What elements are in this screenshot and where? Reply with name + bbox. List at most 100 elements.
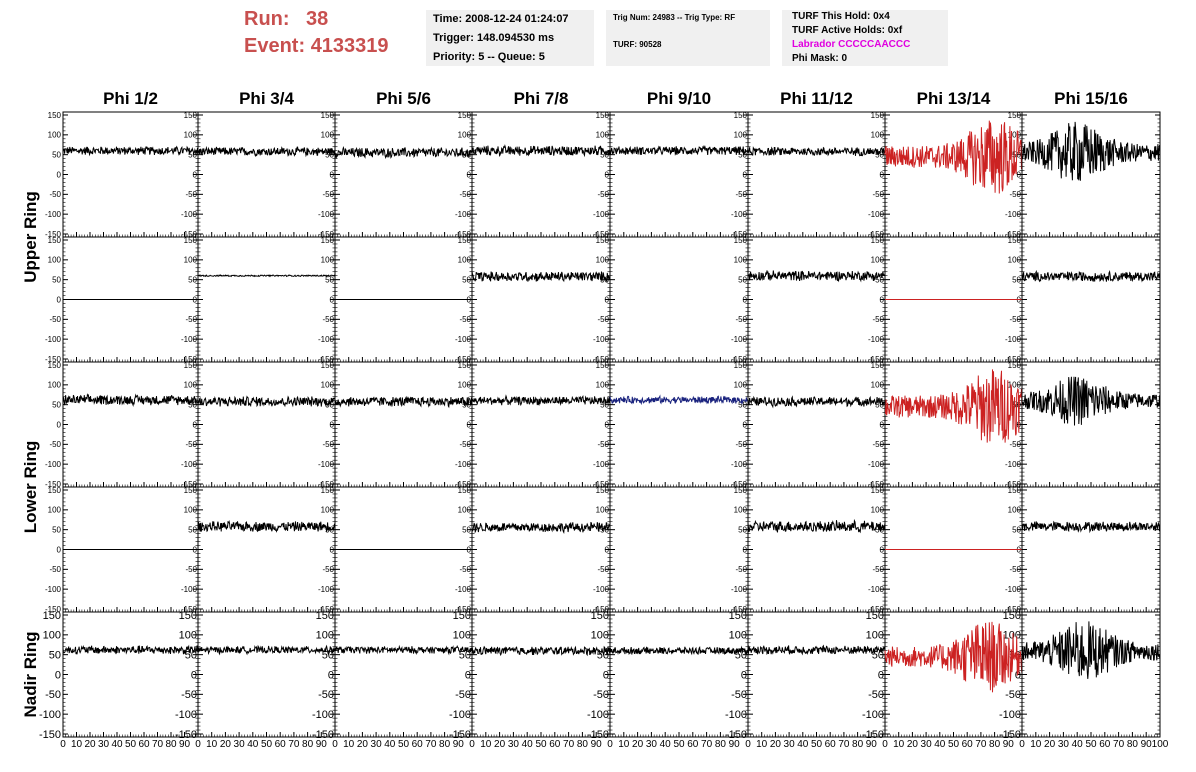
panel-frame <box>1021 361 1161 488</box>
y-tick-label: 150 <box>179 610 197 622</box>
y-tick-label: -150 <box>731 230 748 239</box>
y-tick-label: -100 <box>39 709 61 721</box>
y-tick-label: -100 <box>593 585 610 594</box>
y-tick-label: 50 <box>325 400 334 409</box>
run-event-box: Run: 38 Event: 4133319 <box>244 6 420 66</box>
y-tick-label: 100 <box>596 131 610 140</box>
y-tick-label: -150 <box>181 355 198 364</box>
waveform-trace <box>334 146 473 160</box>
waveform-trace <box>884 369 1023 443</box>
y-tick-label: 100 <box>596 256 610 265</box>
y-tick-label: 50 <box>459 650 471 662</box>
y-tick-label: 50 <box>600 400 609 409</box>
y-tick-label: -50 <box>459 565 471 574</box>
y-tick-label: -50 <box>735 315 747 324</box>
y-tick-label: 150 <box>871 236 885 245</box>
y-tick-label: -150 <box>455 230 472 239</box>
waveform-trace <box>609 144 749 156</box>
panel-frame <box>471 111 611 238</box>
y-tick-label: 100 <box>453 630 471 642</box>
y-tick-label: -50 <box>45 689 61 701</box>
y-tick-label: -100 <box>1005 460 1022 469</box>
y-tick-label: 100 <box>321 131 335 140</box>
y-tick-label: 100 <box>48 131 62 140</box>
y-tick-label: -150 <box>175 729 197 741</box>
waveform-trace <box>471 144 611 158</box>
y-tick-label: 150 <box>1008 486 1022 495</box>
y-tick-label: 100 <box>596 506 610 515</box>
panel-frame <box>471 236 611 363</box>
column-header: Phi 11/12 <box>780 89 853 108</box>
y-tick-label: 100 <box>48 256 62 265</box>
y-tick-label: 50 <box>875 400 884 409</box>
y-tick-label: -100 <box>181 460 198 469</box>
y-tick-label: 50 <box>188 525 197 534</box>
y-tick-label: 0 <box>467 420 472 429</box>
turf-info-box: TURF This Hold: 0x4 TURF Active Holds: 0… <box>782 10 948 66</box>
y-tick-label: -150 <box>731 480 748 489</box>
y-tick-label: 150 <box>184 486 198 495</box>
y-tick-label: 150 <box>1008 361 1022 370</box>
panel-frame <box>334 361 473 488</box>
y-tick-label: 150 <box>591 610 609 622</box>
waveform-trace <box>1021 520 1161 534</box>
y-tick-label: 50 <box>738 150 747 159</box>
y-tick-label: 100 <box>458 256 472 265</box>
y-tick-label: 100 <box>734 381 748 390</box>
waveform-trace <box>197 395 336 408</box>
y-tick-label: -50 <box>185 565 197 574</box>
y-tick-label: -150 <box>181 230 198 239</box>
y-tick-label: 100 <box>734 256 748 265</box>
waveform-trace <box>197 145 336 158</box>
y-tick-label: 50 <box>462 275 471 284</box>
y-tick-label: 0 <box>57 295 62 304</box>
panel-frame <box>747 111 886 238</box>
panel-frame <box>609 361 749 488</box>
y-tick-label: 50 <box>52 275 61 284</box>
y-tick-label: 50 <box>738 400 747 409</box>
y-tick-label: -50 <box>322 440 334 449</box>
y-tick-label: 100 <box>591 630 609 642</box>
y-tick-label: 0 <box>605 295 610 304</box>
waveform-trace <box>471 394 611 407</box>
y-tick-label: 0 <box>330 545 335 554</box>
y-tick-label: -100 <box>318 335 335 344</box>
y-tick-label: 50 <box>462 400 471 409</box>
y-tick-label: -50 <box>1009 565 1021 574</box>
y-tick-label: 150 <box>871 361 885 370</box>
panel-frame <box>197 111 336 238</box>
y-tick-label: 0 <box>191 669 197 681</box>
y-tick-label: 0 <box>605 420 610 429</box>
panel-frame <box>609 111 749 238</box>
trig-num-text: Trig Num: 24983 -- Trig Type: RF <box>613 13 736 22</box>
waveform-trace <box>747 518 886 534</box>
y-tick-label: -100 <box>731 210 748 219</box>
y-tick-label: 50 <box>875 150 884 159</box>
y-tick-label: -100 <box>312 709 334 721</box>
y-tick-label: -100 <box>455 210 472 219</box>
y-tick-label: -100 <box>1005 335 1022 344</box>
y-tick-label: -50 <box>872 440 884 449</box>
y-tick-label: -50 <box>593 689 609 701</box>
y-tick-label: 50 <box>188 400 197 409</box>
waveform-trace <box>1021 376 1161 426</box>
y-tick-label: 0 <box>57 545 62 554</box>
y-tick-label: 50 <box>52 525 61 534</box>
y-tick-label: -150 <box>731 355 748 364</box>
column-header: Phi 3/4 <box>239 89 294 108</box>
panel-frame <box>609 236 749 363</box>
panel-frame <box>747 236 886 363</box>
y-tick-label: -50 <box>1009 190 1021 199</box>
y-tick-label: -100 <box>455 460 472 469</box>
y-tick-label: -150 <box>45 355 62 364</box>
waveform-trace <box>62 145 199 157</box>
y-tick-label: -150 <box>45 480 62 489</box>
y-tick-label: 0 <box>57 170 62 179</box>
y-tick-label: 150 <box>184 236 198 245</box>
y-tick-label: 150 <box>596 361 610 370</box>
y-tick-label: 150 <box>734 486 748 495</box>
y-tick-label: -50 <box>1009 440 1021 449</box>
y-tick-label: 0 <box>743 170 748 179</box>
column-header: Phi 1/2 <box>103 89 158 108</box>
